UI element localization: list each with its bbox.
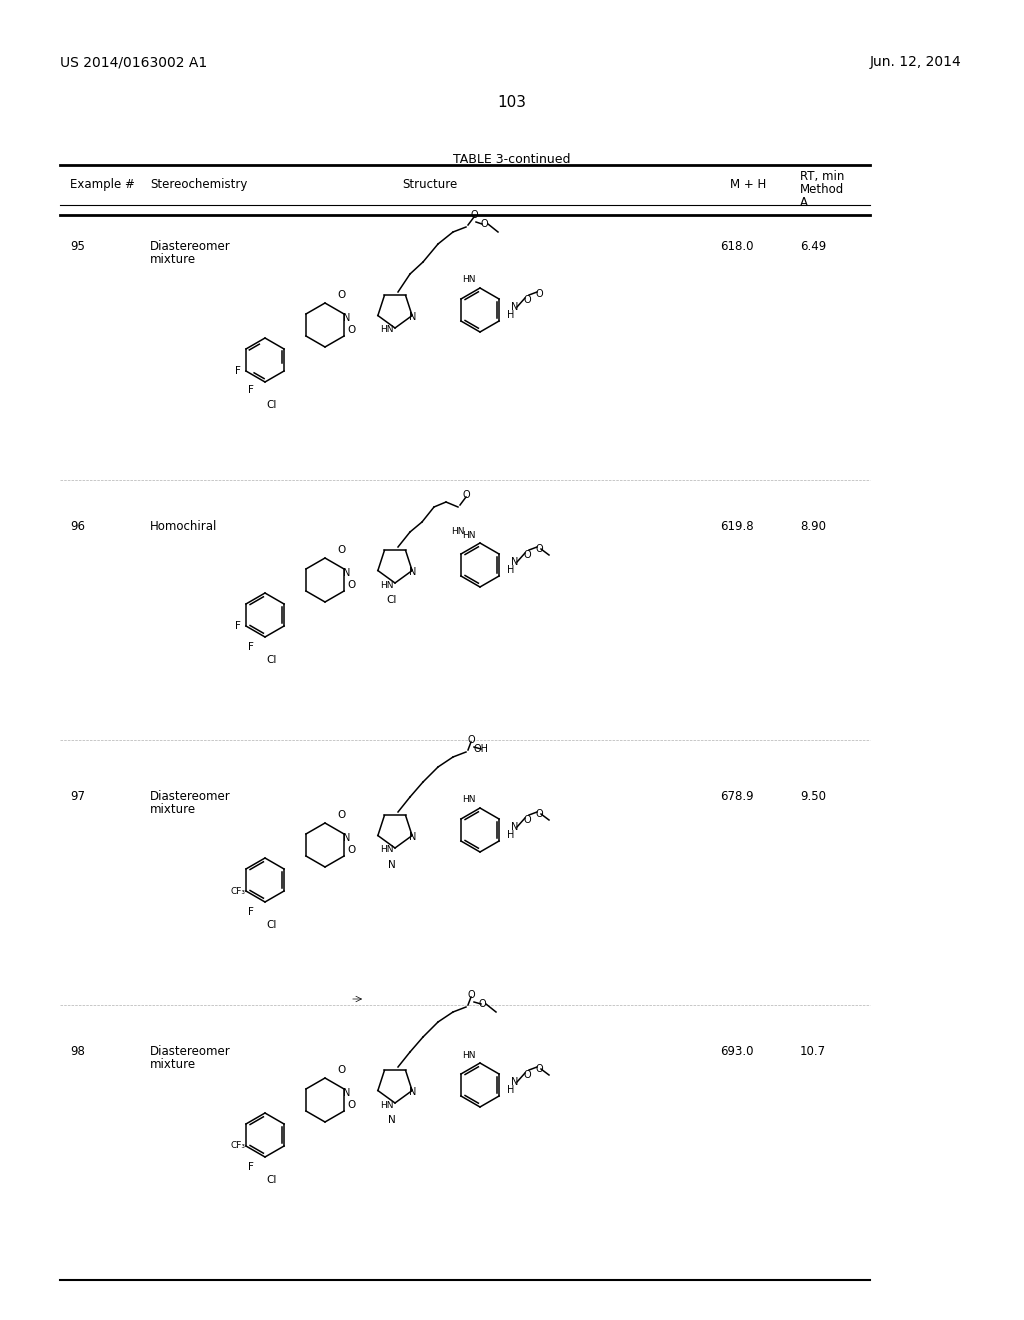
Text: O: O [348, 845, 356, 855]
Text: Cl: Cl [267, 920, 278, 929]
Text: M + H: M + H [730, 178, 766, 191]
Text: 103: 103 [498, 95, 526, 110]
Text: HN: HN [462, 531, 476, 540]
Text: O: O [467, 735, 475, 744]
Text: 96: 96 [70, 520, 85, 533]
Text: F: F [248, 1162, 254, 1172]
Text: N: N [511, 302, 518, 312]
Text: N: N [511, 822, 518, 832]
Text: O: O [480, 219, 487, 228]
Text: O: O [462, 490, 470, 500]
Text: A: A [800, 195, 808, 209]
Text: N: N [343, 833, 350, 843]
Text: Example #: Example # [70, 178, 135, 191]
Text: N: N [343, 1088, 350, 1098]
Text: 8.90: 8.90 [800, 520, 826, 533]
Text: N: N [410, 312, 417, 322]
Text: Cl: Cl [387, 595, 397, 605]
Text: N: N [410, 832, 417, 842]
Text: HN: HN [452, 528, 465, 536]
Text: HN: HN [462, 1051, 476, 1060]
Text: N: N [511, 1077, 518, 1086]
Text: O: O [535, 544, 543, 554]
Text: 693.0: 693.0 [720, 1045, 754, 1059]
Text: RT, min: RT, min [800, 170, 845, 183]
Text: Jun. 12, 2014: Jun. 12, 2014 [870, 55, 962, 69]
Text: O: O [470, 210, 478, 220]
Text: H: H [507, 565, 514, 576]
Text: Cl: Cl [267, 655, 278, 664]
Text: O: O [348, 579, 356, 590]
Text: O: O [478, 999, 485, 1008]
Text: O: O [348, 325, 356, 335]
Text: F: F [248, 642, 254, 652]
Text: O: O [523, 1071, 530, 1080]
Text: F: F [236, 366, 241, 376]
Text: O: O [337, 1065, 345, 1074]
Text: CF₃: CF₃ [230, 887, 246, 895]
Text: O: O [535, 809, 543, 818]
Text: O: O [337, 545, 345, 554]
Text: N: N [388, 1115, 396, 1125]
Text: 95: 95 [70, 240, 85, 253]
Text: HN: HN [380, 581, 394, 590]
Text: 9.50: 9.50 [800, 789, 826, 803]
Text: H: H [507, 310, 514, 319]
Text: Diastereomer: Diastereomer [150, 240, 230, 253]
Text: H: H [507, 1085, 514, 1096]
Text: 678.9: 678.9 [720, 789, 754, 803]
Text: N: N [410, 1086, 417, 1097]
Text: mixture: mixture [150, 1059, 197, 1071]
Text: Cl: Cl [267, 1175, 278, 1184]
Text: mixture: mixture [150, 803, 197, 816]
Text: Diastereomer: Diastereomer [150, 789, 230, 803]
Text: HN: HN [462, 276, 476, 285]
Text: O: O [523, 814, 530, 825]
Text: Structure: Structure [402, 178, 458, 191]
Text: Method: Method [800, 183, 844, 195]
Text: 619.8: 619.8 [720, 520, 754, 533]
Text: O: O [348, 1100, 356, 1110]
Text: Homochiral: Homochiral [150, 520, 217, 533]
Text: O: O [337, 810, 345, 820]
Text: N: N [511, 557, 518, 568]
Text: HN: HN [380, 1101, 394, 1110]
Text: 97: 97 [70, 789, 85, 803]
Text: N: N [388, 861, 396, 870]
Text: O: O [523, 294, 530, 305]
Text: 618.0: 618.0 [720, 240, 754, 253]
Text: HN: HN [380, 846, 394, 854]
Text: F: F [236, 620, 241, 631]
Text: mixture: mixture [150, 253, 197, 267]
Text: Diastereomer: Diastereomer [150, 1045, 230, 1059]
Text: HN: HN [380, 326, 394, 334]
Text: US 2014/0163002 A1: US 2014/0163002 A1 [60, 55, 207, 69]
Text: N: N [343, 568, 350, 578]
Text: O: O [467, 990, 475, 1001]
Text: O: O [535, 1064, 543, 1074]
Text: 10.7: 10.7 [800, 1045, 826, 1059]
Text: F: F [248, 907, 254, 917]
Text: Cl: Cl [267, 400, 278, 409]
Text: 6.49: 6.49 [800, 240, 826, 253]
Text: O: O [535, 289, 543, 300]
Text: N: N [343, 313, 350, 323]
Text: Stereochemistry: Stereochemistry [150, 178, 248, 191]
Text: 98: 98 [70, 1045, 85, 1059]
Text: CF₃: CF₃ [230, 1142, 246, 1151]
Text: F: F [248, 385, 254, 395]
Text: O: O [523, 550, 530, 560]
Text: OH: OH [473, 744, 488, 754]
Text: N: N [410, 568, 417, 577]
Text: O: O [337, 290, 345, 300]
Text: TABLE 3-continued: TABLE 3-continued [454, 153, 570, 166]
Text: H: H [507, 830, 514, 840]
Text: HN: HN [462, 796, 476, 804]
